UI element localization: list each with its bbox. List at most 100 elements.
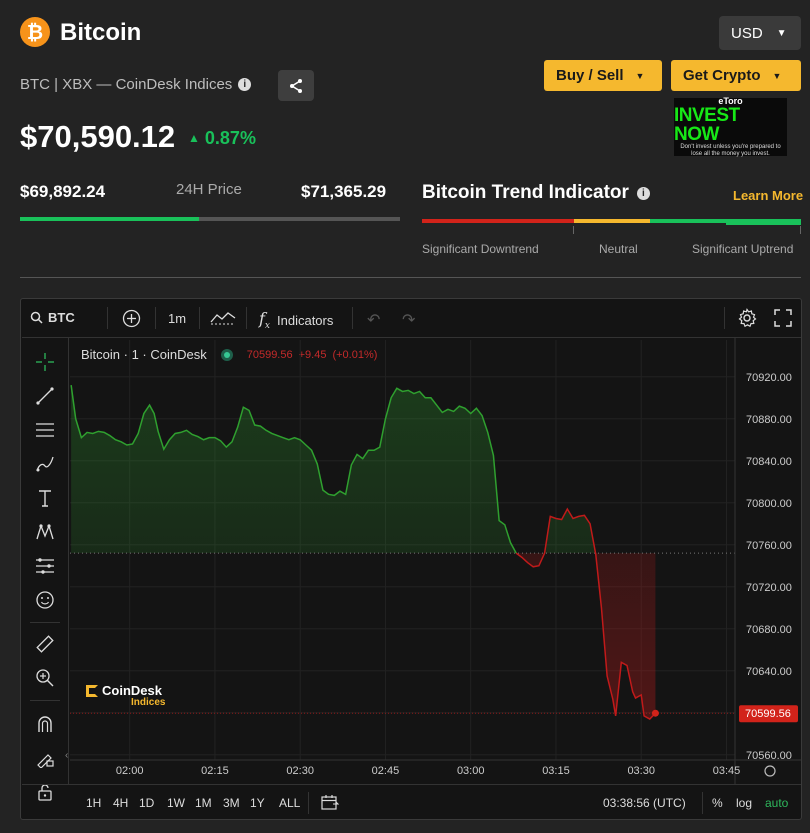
redo-icon[interactable]: ↷ — [402, 312, 416, 329]
compare-symbol-button[interactable] — [122, 309, 141, 333]
auto-scale-toggle[interactable]: auto — [765, 796, 789, 810]
symbol-label: BTC — [48, 310, 75, 325]
pattern-icon[interactable] — [35, 522, 55, 542]
utc-clock[interactable]: 03:38:56 (UTC) — [603, 796, 686, 810]
24h-range-label: 24H Price — [176, 181, 242, 198]
price-tick-label: 70560.00 — [746, 750, 792, 762]
axis-settings-icon[interactable] — [764, 765, 776, 777]
timeframe-3m[interactable]: 3M — [223, 796, 240, 810]
toolbar-divider — [352, 307, 353, 329]
timeframe-1m[interactable]: 1M — [195, 796, 212, 810]
get-crypto-button[interactable]: Get Crypto ▼ — [671, 60, 801, 91]
time-tick-label: 02:45 — [372, 765, 400, 777]
fullscreen-button[interactable] — [774, 309, 792, 332]
toolbar-divider — [246, 307, 247, 329]
emoji-icon[interactable] — [35, 590, 55, 610]
toolbar-bottom-border — [22, 337, 801, 338]
currency-select[interactable]: USD ▼ — [719, 16, 801, 50]
symbol-search[interactable]: BTC — [30, 310, 75, 325]
trend-indicator-title: Bitcoin Trend Indicator i — [422, 182, 650, 204]
brush-icon[interactable] — [35, 454, 55, 474]
ruler-icon[interactable] — [35, 634, 55, 654]
time-tick-label: 03:15 — [542, 765, 570, 777]
trend-tick — [573, 226, 574, 234]
24h-range-fill — [20, 217, 199, 221]
time-tick-label: 02:30 — [286, 765, 314, 777]
learn-more-link[interactable]: Learn More — [733, 188, 804, 203]
toolbar-divider — [199, 307, 200, 329]
chart-type-button[interactable] — [210, 310, 236, 331]
share-button[interactable] — [278, 70, 314, 101]
gear-icon — [738, 308, 757, 328]
current-price: $70,590.12 — [20, 119, 176, 154]
time-tick-label: 03:30 — [627, 765, 655, 777]
crosshair-icon[interactable] — [35, 352, 55, 372]
price-tick-label: 70760.00 — [746, 540, 792, 552]
info-icon[interactable]: i — [238, 78, 252, 91]
page-title: Bitcoin — [60, 19, 142, 46]
trend-label-downtrend: Significant Downtrend — [422, 242, 539, 256]
indicators-label: Indicators — [277, 312, 334, 328]
coindesk-watermark: CoinDesk Indices — [86, 683, 165, 708]
log-scale-toggle[interactable]: log — [736, 796, 753, 810]
24h-range-bar — [20, 217, 400, 221]
magnet-icon[interactable] — [35, 714, 55, 734]
area-fill-down — [516, 553, 656, 720]
watermark-sub: Indices — [131, 697, 166, 708]
price-tick-label: 70800.00 — [746, 498, 792, 510]
function-icon: fx — [259, 309, 270, 332]
collapse-toolbar-icon[interactable]: ‹ — [65, 750, 69, 761]
timeframe-1w[interactable]: 1W — [167, 796, 185, 810]
zoom-in-icon[interactable] — [35, 668, 55, 688]
last-price-tag-label: 70599.56 — [745, 708, 791, 720]
horizontal-lines-icon[interactable] — [35, 420, 55, 440]
trend-segment — [498, 219, 574, 223]
24h-high: $71,365.29 — [301, 182, 387, 201]
section-divider — [20, 277, 801, 278]
buy-sell-label: Buy / Sell — [556, 67, 624, 84]
date-range-button[interactable] — [321, 794, 340, 815]
interval-button[interactable]: 1m — [168, 311, 187, 326]
settings-button[interactable] — [737, 308, 757, 333]
price-change-value: 0.87% — [204, 128, 256, 148]
up-arrow-icon: ▲ — [188, 131, 200, 145]
asset-subtitle: BTC | XBX — CoinDesk Indices i — [20, 76, 252, 93]
tools-separator — [30, 700, 60, 701]
trend-segment — [422, 219, 498, 223]
chart-legend: Bitcoin · 1 · CoinDesk 70599.56 +9.45 (+… — [81, 347, 377, 362]
series-line-up — [70, 385, 517, 554]
time-tick-label: 02:15 — [201, 765, 229, 777]
fullscreen-icon — [774, 309, 792, 327]
timeframe-1d[interactable]: 1D — [139, 796, 155, 810]
percent-scale-toggle[interactable]: % — [712, 796, 723, 810]
info-icon[interactable]: i — [636, 186, 650, 200]
price-tick-label: 70880.00 — [746, 414, 792, 426]
trend-indicator-bar — [422, 219, 801, 225]
legend-series-name: Bitcoin · 1 · CoinDesk — [81, 347, 207, 362]
forecast-icon[interactable] — [35, 556, 55, 576]
etoro-ad-banner[interactable]: eToro INVEST NOW Don't invest unless you… — [674, 96, 787, 157]
timeframe-1h[interactable]: 1H — [86, 796, 102, 810]
trend-line-icon[interactable] — [35, 386, 55, 406]
lock-drawing-icon[interactable] — [35, 748, 55, 768]
trend-segment — [650, 219, 726, 223]
trend-label-neutral: Neutral — [599, 242, 638, 256]
undo-icon[interactable]: ↶ — [367, 312, 381, 329]
toolbar-divider — [107, 307, 108, 329]
timeframe-4h[interactable]: 4H — [113, 796, 129, 810]
trend-title-text: Bitcoin Trend Indicator — [422, 182, 629, 203]
toolbar-divider — [308, 792, 309, 814]
lock-icon[interactable] — [35, 782, 55, 802]
area-fill-up — [71, 385, 596, 554]
plus-circle-icon — [122, 309, 141, 328]
indicators-button[interactable]: fx Indicators — [259, 309, 333, 331]
calendar-icon — [321, 795, 340, 810]
timeframe-1y[interactable]: 1Y — [250, 796, 265, 810]
buy-sell-button[interactable]: Buy / Sell ▼ — [544, 60, 662, 91]
trend-tick — [800, 226, 801, 234]
timeframe-all[interactable]: ALL — [279, 796, 301, 810]
trend-segment — [574, 219, 650, 223]
chevron-down-icon: ▼ — [772, 70, 782, 81]
text-icon[interactable] — [35, 488, 55, 508]
